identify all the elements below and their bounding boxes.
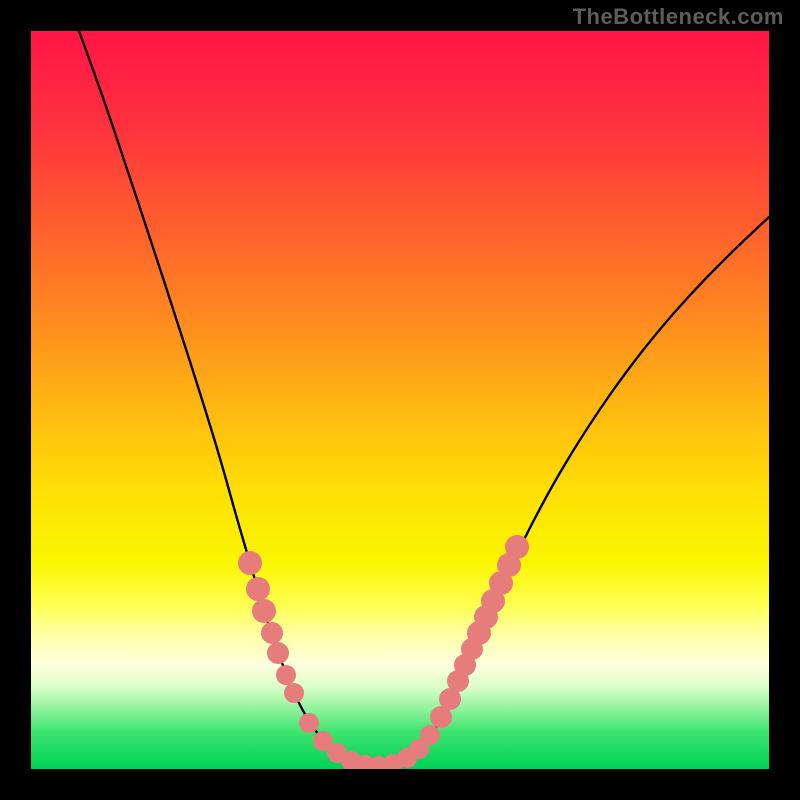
plot-area xyxy=(31,31,769,769)
bead xyxy=(299,713,319,733)
bead xyxy=(261,622,283,644)
bead xyxy=(252,599,276,623)
v-curve xyxy=(31,31,769,769)
watermark-text: TheBottleneck.com xyxy=(573,4,784,30)
bead xyxy=(420,725,440,745)
bead xyxy=(246,577,270,601)
bead xyxy=(238,551,262,575)
bead xyxy=(267,642,289,664)
bead xyxy=(505,535,529,559)
bead xyxy=(276,665,296,685)
bead xyxy=(284,683,304,703)
